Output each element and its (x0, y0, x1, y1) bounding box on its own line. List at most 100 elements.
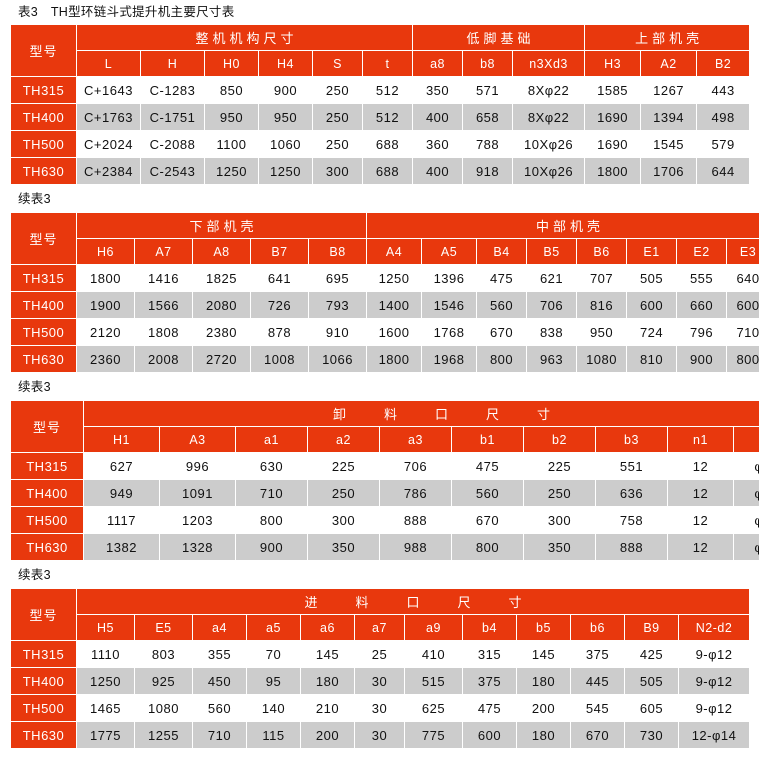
table-row: TH400 C+1763 C-1751 950 950 250 512 400 … (10, 103, 751, 131)
cell: 10Xφ26 (512, 157, 586, 185)
header-col-a1: a1 (235, 426, 308, 453)
cell: 996 (159, 452, 236, 480)
cell: 1600 (366, 318, 423, 346)
header-group-row-1: 型号 整机机构尺寸 低脚基础 上部机壳 (10, 24, 751, 77)
cell: 425 (624, 640, 679, 668)
table-row: TH315 C+1643 C-1283 850 900 250 512 350 … (10, 76, 751, 104)
cell: 800 (726, 345, 759, 373)
row-model: TH400 (10, 479, 84, 507)
cell: 355 (192, 640, 247, 668)
cell: 8Xφ22 (512, 76, 586, 104)
cell: 140 (246, 694, 301, 722)
row-model: TH500 (10, 506, 84, 534)
cell: 95 (246, 667, 301, 695)
cell: 1203 (159, 506, 236, 534)
cell: 660 (676, 291, 728, 319)
cell: 560 (451, 479, 524, 507)
row-model: TH400 (10, 667, 77, 695)
cell: 475 (462, 694, 517, 722)
cell: 1250 (204, 157, 259, 185)
cell: 1546 (421, 291, 478, 319)
header-col-H6: H6 (76, 238, 135, 265)
header-col-A7: A7 (134, 238, 193, 265)
table-row: TH400 1250 925 450 95 180 30 515 375 180… (10, 667, 751, 695)
header-group-feed-opening-dimensions: 进 料 口 尺 寸 (75, 588, 751, 615)
table-row: TH500 1465 1080 560 140 210 30 625 475 2… (10, 694, 751, 722)
cell: 25 (354, 640, 405, 668)
cell: 250 (312, 130, 363, 158)
table-row: TH315 627 996 630 225 706 475 225 551 12… (10, 452, 759, 480)
cell: 2720 (192, 345, 251, 373)
header-col-b6: b6 (570, 614, 625, 641)
cell: 670 (570, 721, 625, 749)
cell: 315 (462, 640, 517, 668)
header-col-b2: b2 (523, 426, 596, 453)
cell: 850 (204, 76, 259, 104)
header-model-1: 型号 (10, 24, 77, 77)
row-model: TH400 (10, 103, 77, 131)
cell: 505 (624, 667, 679, 695)
table-row: TH630 1382 1328 900 350 988 800 350 888 … (10, 533, 759, 561)
table-caption-2: 续表3 (18, 192, 51, 206)
header-col-H3: H3 (584, 50, 642, 77)
cell: 1080 (134, 694, 193, 722)
cell: 350 (412, 76, 464, 104)
header-col-B4: B4 (476, 238, 528, 265)
header-group-low-foot-base: 低脚基础 (412, 24, 586, 51)
cell: 730 (624, 721, 679, 749)
cell: 925 (134, 667, 193, 695)
cell: 788 (462, 130, 514, 158)
cell: 710 (726, 318, 759, 346)
cell: 1117 (83, 506, 160, 534)
cell: 375 (462, 667, 517, 695)
cell: 579 (696, 130, 751, 158)
cell: 1545 (640, 130, 698, 158)
cell: 950 (204, 103, 259, 131)
header-col-E1: E1 (626, 238, 678, 265)
cell: 786 (379, 479, 452, 507)
header-col-H5: H5 (76, 614, 135, 641)
table-body-2: TH315 1800 1416 1825 641 695 1250 1396 4… (10, 264, 759, 373)
header-col-b8: b8 (462, 50, 514, 77)
cell: 1255 (134, 721, 193, 749)
cell: 560 (476, 291, 528, 319)
header-col-B9: B9 (624, 614, 679, 641)
header-col-a3: a3 (379, 426, 452, 453)
cell: 512 (361, 103, 414, 131)
cell: 1394 (640, 103, 698, 131)
cell: 640 (726, 264, 759, 292)
cell: 443 (696, 76, 751, 104)
cell: 350 (523, 533, 596, 561)
header-col-b5: b5 (516, 614, 571, 641)
cell: 9-φ12 (677, 640, 751, 668)
cell: 1808 (134, 318, 193, 346)
table-row: TH500 2120 1808 2380 878 910 1600 1768 6… (10, 318, 759, 346)
cell: 918 (462, 157, 514, 185)
cell: 888 (379, 506, 452, 534)
cell: 8Xφ22 (512, 103, 586, 131)
cell: 600 (626, 291, 678, 319)
table-block-4: 续表3 型号 进 料 口 尺 寸 H5 E5 a4 a5 a6 (10, 561, 751, 749)
cell: 1400 (366, 291, 423, 319)
table-caption-1: 表3 TH型环链斗式提升机主要尺寸表 (18, 5, 235, 19)
cell: 300 (523, 506, 596, 534)
table-row: TH500 C+2024 C-2088 1100 1060 250 688 36… (10, 130, 751, 158)
cell: 450 (192, 667, 247, 695)
cell: 250 (523, 479, 596, 507)
cell: 12 (667, 452, 734, 480)
header-model-2: 型号 (10, 212, 77, 265)
cell: C-2088 (140, 130, 205, 158)
cell: 900 (235, 533, 308, 561)
row-model: TH500 (10, 130, 77, 158)
cell: 796 (676, 318, 728, 346)
cell: 9-φ12 (677, 667, 751, 695)
header-col-a8: a8 (412, 50, 464, 77)
cell: 1585 (584, 76, 642, 104)
cell: 30 (354, 721, 405, 749)
cell: 1110 (76, 640, 135, 668)
cell: 710 (235, 479, 308, 507)
header-group-upper-casing: 上部机壳 (584, 24, 751, 51)
cell: 1267 (640, 76, 698, 104)
cell: 225 (523, 452, 596, 480)
cell: 512 (361, 76, 414, 104)
